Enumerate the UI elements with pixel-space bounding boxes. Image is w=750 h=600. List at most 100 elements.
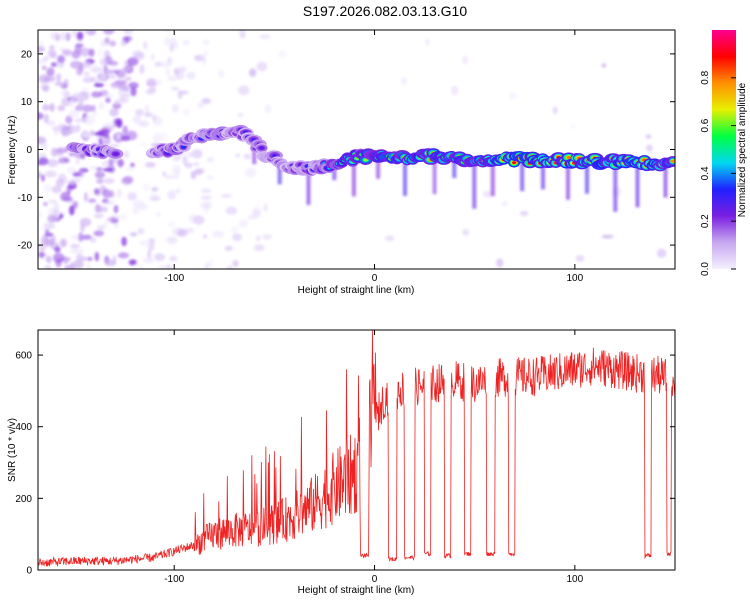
spectrogram-noise-blob xyxy=(263,203,269,212)
spectrogram-noise-blob xyxy=(51,147,58,157)
spectrogram-noise-blob xyxy=(132,207,141,214)
spectrogram-noise-blob xyxy=(138,120,149,128)
spectrogram-noise-blob xyxy=(154,79,163,85)
spectrogram-noise-blob xyxy=(191,149,203,159)
spectrogram-noise-blob xyxy=(160,131,168,142)
spectrogram-noise-blob xyxy=(52,252,65,263)
spectrogram-noise-blob xyxy=(147,249,152,259)
spectrogram-streak xyxy=(566,160,570,200)
spectrogram-noise-blob xyxy=(235,153,240,158)
spectrogram-noise-blob xyxy=(71,92,84,101)
spectrogram-ytick-label: -10 xyxy=(18,193,33,204)
spectrogram-noise-blob xyxy=(40,224,52,231)
spectrogram-noise-blob xyxy=(43,113,49,124)
spectrogram-noise-blob xyxy=(110,216,115,222)
spectrogram-noise-blob xyxy=(120,135,131,142)
spectrogram-noise-blob xyxy=(104,37,110,44)
spectrogram-noise-blob xyxy=(75,157,80,165)
spectrogram-streak xyxy=(520,159,525,192)
spectrogram-noise-blob xyxy=(73,259,84,269)
spectrogram-noise-blob xyxy=(145,104,149,114)
snr-xtick-label: -100 xyxy=(164,574,184,585)
spectrogram-noise-blob xyxy=(119,213,127,221)
spectrogram-noise-blob xyxy=(137,227,145,235)
spectrogram-noise-blob xyxy=(462,229,470,236)
spectrogram-noise-blob xyxy=(167,75,178,82)
spectrogram-ridge-blob xyxy=(181,145,186,149)
spectrogram-noise-blob xyxy=(225,206,238,215)
spectrogram-noise-blob xyxy=(135,109,144,116)
spectrogram-noise-blob xyxy=(83,61,91,69)
spectrogram-noise-blob xyxy=(202,54,207,65)
spectrogram-streak xyxy=(490,159,495,197)
spectrogram-noise-blob xyxy=(47,159,59,168)
spectrogram-noise-blob xyxy=(204,261,211,269)
spectrogram-noise-blob xyxy=(224,245,233,251)
spectrogram-noise-blob xyxy=(68,151,75,157)
spectrogram-noise-blob xyxy=(75,43,84,48)
spectrogram-ytick-label: -20 xyxy=(18,241,33,252)
spectrogram-noise-blob xyxy=(83,192,88,202)
colorbar-tick-label: 0.0 xyxy=(700,262,711,276)
spectrogram-noise-blob xyxy=(53,125,60,136)
spectrogram-noise-blob xyxy=(64,265,70,269)
spectrogram-streak xyxy=(635,163,640,208)
spectrogram-noise-blob xyxy=(49,103,55,112)
spectrogram-noise-blob xyxy=(58,158,65,164)
snr-ytick-label: 0 xyxy=(26,566,32,577)
spectrogram-noise-blob xyxy=(122,87,130,92)
figure-title: S197.2026.082.03.13.G10 xyxy=(303,3,467,19)
spectrogram-noise-blob xyxy=(162,171,167,177)
spectrogram-noise-blob xyxy=(82,132,90,138)
spectrogram-noise-blob xyxy=(124,76,132,81)
spectrogram-noise-blob xyxy=(106,93,114,99)
spectrogram-noise-blob xyxy=(61,89,70,98)
colorbar-tick-label: 0.4 xyxy=(700,166,711,180)
spectrogram-noise-blob xyxy=(167,221,176,227)
spectrogram-noise-blob xyxy=(182,155,188,166)
spectrogram-noise-blob xyxy=(54,82,66,86)
spectrogram-noise-blob xyxy=(139,240,151,247)
spectrogram-noise-blob xyxy=(243,153,251,160)
spectrogram-noise-blob xyxy=(451,85,459,96)
spectrogram-noise-blob xyxy=(55,178,65,187)
spectrogram-noise-blob xyxy=(123,150,130,159)
spectrogram-noise-blob xyxy=(462,55,468,65)
spectrogram-noise-blob xyxy=(264,104,272,114)
spectrogram-xtick-label: 100 xyxy=(566,273,583,284)
spectrogram-noise-blob xyxy=(44,170,57,178)
spectrogram-noise-blob xyxy=(238,219,249,228)
spectrogram-noise-blob xyxy=(87,198,97,203)
snr-panel: -100 0 100 0 200 400 600 Height of straight li… xyxy=(7,329,676,596)
spectrogram-ridge-blob xyxy=(363,158,369,162)
spectrogram-noise-blob xyxy=(146,78,157,87)
spectrogram-noise-blob xyxy=(115,133,121,141)
spectrogram-noise-blob xyxy=(78,168,85,178)
spectrogram-noise-blob xyxy=(190,171,197,180)
spectrogram-noise-blob xyxy=(93,230,105,237)
spectrogram-noise-blob xyxy=(238,85,250,96)
spectrogram-noise-blob xyxy=(138,203,148,210)
spectrogram-noise-blob xyxy=(231,225,239,235)
spectrogram-noise-blob xyxy=(245,167,257,178)
spectrogram-noise-blob xyxy=(117,252,130,259)
spectrogram-noise-blob xyxy=(166,236,178,245)
snr-ytick-label: 600 xyxy=(15,351,32,362)
spectrogram-noise-blob xyxy=(61,196,73,201)
spectrogram-noise-blob xyxy=(520,210,529,217)
spectrogram-noise-blob xyxy=(155,212,162,217)
spectrogram-noise-blob xyxy=(193,162,200,167)
snr-series-line xyxy=(38,330,675,567)
spectrogram-noise-blob xyxy=(61,127,71,137)
spectrogram-noise-blob xyxy=(103,30,115,35)
spectrogram-noise-blob xyxy=(150,191,158,197)
spectrogram-noise-blob xyxy=(91,111,98,117)
spectrogram-ytick-label: 0 xyxy=(26,145,32,156)
spectrogram-ridge xyxy=(66,124,675,177)
spectrogram-noise-blob xyxy=(49,45,55,50)
spectrogram-noise-blob xyxy=(142,183,150,191)
snr-xlabel: Height of straight line (km) xyxy=(298,585,415,596)
spectrogram-noise-blob xyxy=(501,201,508,207)
spectrogram-noise-blob xyxy=(42,104,50,111)
spectrogram-noise-blob xyxy=(166,263,172,269)
